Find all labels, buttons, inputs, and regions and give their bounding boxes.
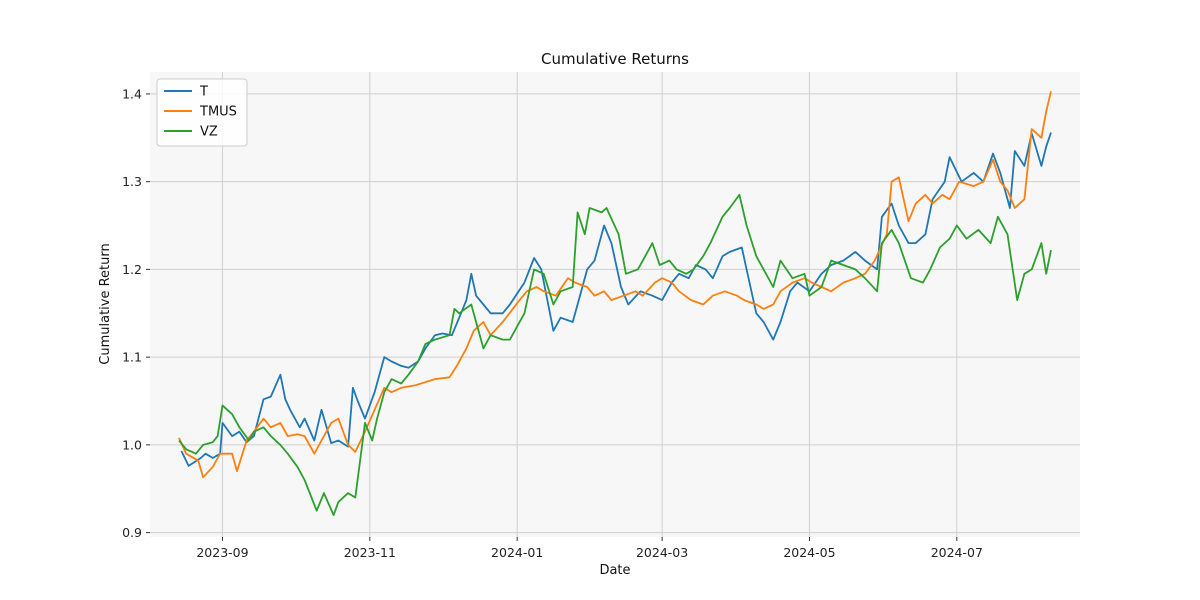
x-tick-label: 2024-03 [636, 545, 688, 560]
x-tick-label: 2024-07 [931, 545, 983, 560]
chart-title: Cumulative Returns [541, 50, 689, 68]
legend-label-tmus: TMUS [199, 105, 237, 120]
series-line-vz [178, 193, 1052, 516]
plot-area [150, 72, 1080, 537]
y-tick-label: 1.3 [122, 174, 142, 189]
y-tick-label: 1.1 [122, 350, 142, 365]
legend-label-t: T [199, 85, 208, 100]
series-line-t [180, 132, 1052, 467]
x-axis-title: Date [599, 563, 630, 578]
x-axis: 2023-09 2023-11 2024-01 2024-03 2024-05 2024-… [196, 537, 983, 560]
y-tick-label: 1.0 [122, 437, 142, 452]
y-axis: 0.9 1.0 1.1 1.2 1.3 1.4 [122, 86, 150, 540]
x-tick-label: 2023-11 [344, 545, 396, 560]
series-line-tmus [178, 91, 1052, 479]
series-layer [178, 91, 1052, 516]
legend: T TMUS VZ [156, 78, 248, 147]
x-tick-label: 2024-01 [491, 545, 543, 560]
y-axis-title: Cumulative Return [98, 243, 113, 364]
legend-label-vz: VZ [200, 125, 218, 140]
x-tick-label: 2023-09 [196, 545, 248, 560]
x-tick-label: 2024-05 [783, 545, 835, 560]
y-tick-label: 0.9 [122, 525, 142, 540]
y-tick-label: 1.4 [122, 86, 142, 101]
legend-frame [156, 78, 248, 147]
y-tick-label: 1.2 [122, 262, 142, 277]
